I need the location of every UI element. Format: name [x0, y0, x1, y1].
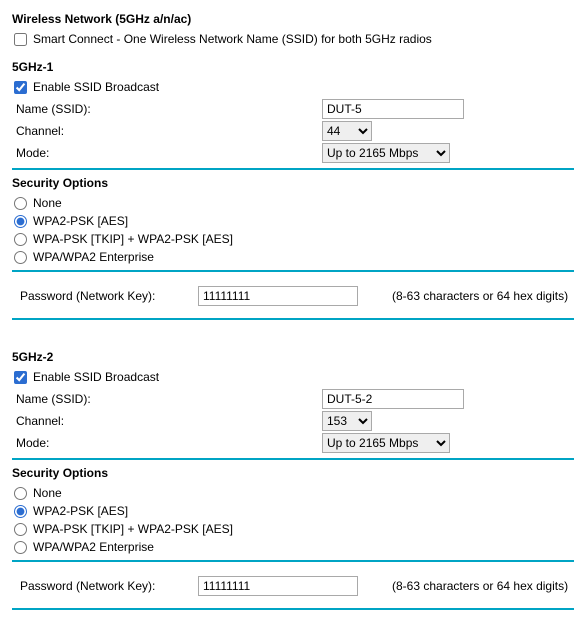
- divider: [12, 270, 574, 272]
- ghz2-mode-label: Mode:: [12, 436, 322, 450]
- divider: [12, 318, 574, 320]
- divider: [12, 560, 574, 562]
- ghz2-name-label: Name (SSID):: [12, 392, 322, 406]
- ghz2-channel-select[interactable]: 153: [322, 411, 372, 431]
- ghz2-security-title: Security Options: [12, 466, 574, 480]
- ghz1-security-title: Security Options: [12, 176, 574, 190]
- ghz2-security-tkip-radio[interactable]: [14, 523, 27, 536]
- ghz1-security-none-radio[interactable]: [14, 197, 27, 210]
- smart-connect-row: Smart Connect - One Wireless Network Nam…: [12, 30, 574, 50]
- ghz2-security-wpa2-label: WPA2-PSK [AES]: [33, 504, 128, 518]
- ghz1-mode-label: Mode:: [12, 146, 322, 160]
- ghz1-channel-label: Channel:: [12, 124, 322, 138]
- ghz1-security-wpa2-radio[interactable]: [14, 215, 27, 228]
- divider: [12, 608, 574, 610]
- ghz2-mode-row: Mode: Up to 2165 Mbps: [12, 432, 574, 454]
- ghz1-security-enterprise-radio[interactable]: [14, 251, 27, 264]
- ghz1-channel-row: Channel: 44: [12, 120, 574, 142]
- ghz2-security-wpa2-radio[interactable]: [14, 505, 27, 518]
- ghz1-mode-row: Mode: Up to 2165 Mbps: [12, 142, 574, 164]
- wireless-header: Wireless Network (5GHz a/n/ac): [12, 12, 574, 26]
- ghz2-channel-row: Channel: 153: [12, 410, 574, 432]
- ghz2-password-hint: (8-63 characters or 64 hex digits): [392, 579, 568, 593]
- ghz1-name-row: Name (SSID):: [12, 98, 574, 120]
- ghz1-security-tkip-radio[interactable]: [14, 233, 27, 246]
- ghz1-password-label: Password (Network Key):: [20, 289, 180, 303]
- smart-connect-label: Smart Connect - One Wireless Network Nam…: [33, 32, 432, 46]
- ghz1-password-input[interactable]: [198, 286, 358, 306]
- ghz1-security-tkip-label: WPA-PSK [TKIP] + WPA2-PSK [AES]: [33, 232, 233, 246]
- ghz1-password-row: Password (Network Key): (8-63 characters…: [12, 278, 574, 314]
- ghz1-security-wpa2-row: WPA2-PSK [AES]: [12, 212, 574, 230]
- divider: [12, 168, 574, 170]
- ghz2-enable-ssid-label: Enable SSID Broadcast: [33, 370, 159, 384]
- ghz1-enable-ssid-label: Enable SSID Broadcast: [33, 80, 159, 94]
- ghz2-name-input[interactable]: [322, 389, 464, 409]
- ghz1-title: 5GHz-1: [12, 60, 574, 74]
- ghz2-security-none-radio[interactable]: [14, 487, 27, 500]
- ghz2-security-tkip-row: WPA-PSK [TKIP] + WPA2-PSK [AES]: [12, 520, 574, 538]
- ghz1-channel-select[interactable]: 44: [322, 121, 372, 141]
- ghz2-title: 5GHz-2: [12, 350, 574, 364]
- ghz1-security-none-label: None: [33, 196, 62, 210]
- ghz2-security-wpa2-row: WPA2-PSK [AES]: [12, 502, 574, 520]
- ghz1-enable-ssid-checkbox[interactable]: [14, 81, 27, 94]
- ghz2-password-row: Password (Network Key): (8-63 characters…: [12, 568, 574, 604]
- ghz2-security-enterprise-radio[interactable]: [14, 541, 27, 554]
- ghz2-password-input[interactable]: [198, 576, 358, 596]
- ghz2-password-label: Password (Network Key):: [20, 579, 180, 593]
- ghz2-security-none-row: None: [12, 484, 574, 502]
- smart-connect-checkbox[interactable]: [14, 33, 27, 46]
- ghz1-name-input[interactable]: [322, 99, 464, 119]
- ghz2-security-enterprise-label: WPA/WPA2 Enterprise: [33, 540, 154, 554]
- ghz1-security-enterprise-row: WPA/WPA2 Enterprise: [12, 248, 574, 266]
- ghz2-enable-ssid-checkbox[interactable]: [14, 371, 27, 384]
- ghz2-security-tkip-label: WPA-PSK [TKIP] + WPA2-PSK [AES]: [33, 522, 233, 536]
- ghz2-name-row: Name (SSID):: [12, 388, 574, 410]
- ghz1-password-hint: (8-63 characters or 64 hex digits): [392, 289, 568, 303]
- ghz1-security-tkip-row: WPA-PSK [TKIP] + WPA2-PSK [AES]: [12, 230, 574, 248]
- ghz2-channel-label: Channel:: [12, 414, 322, 428]
- divider: [12, 458, 574, 460]
- ghz1-mode-select[interactable]: Up to 2165 Mbps: [322, 143, 450, 163]
- ghz1-name-label: Name (SSID):: [12, 102, 322, 116]
- ghz2-enable-ssid-row: Enable SSID Broadcast: [12, 368, 574, 388]
- ghz1-security-none-row: None: [12, 194, 574, 212]
- ghz2-security-enterprise-row: WPA/WPA2 Enterprise: [12, 538, 574, 556]
- ghz1-enable-ssid-row: Enable SSID Broadcast: [12, 78, 574, 98]
- ghz1-security-enterprise-label: WPA/WPA2 Enterprise: [33, 250, 154, 264]
- ghz2-mode-select[interactable]: Up to 2165 Mbps: [322, 433, 450, 453]
- ghz2-security-none-label: None: [33, 486, 62, 500]
- ghz1-security-wpa2-label: WPA2-PSK [AES]: [33, 214, 128, 228]
